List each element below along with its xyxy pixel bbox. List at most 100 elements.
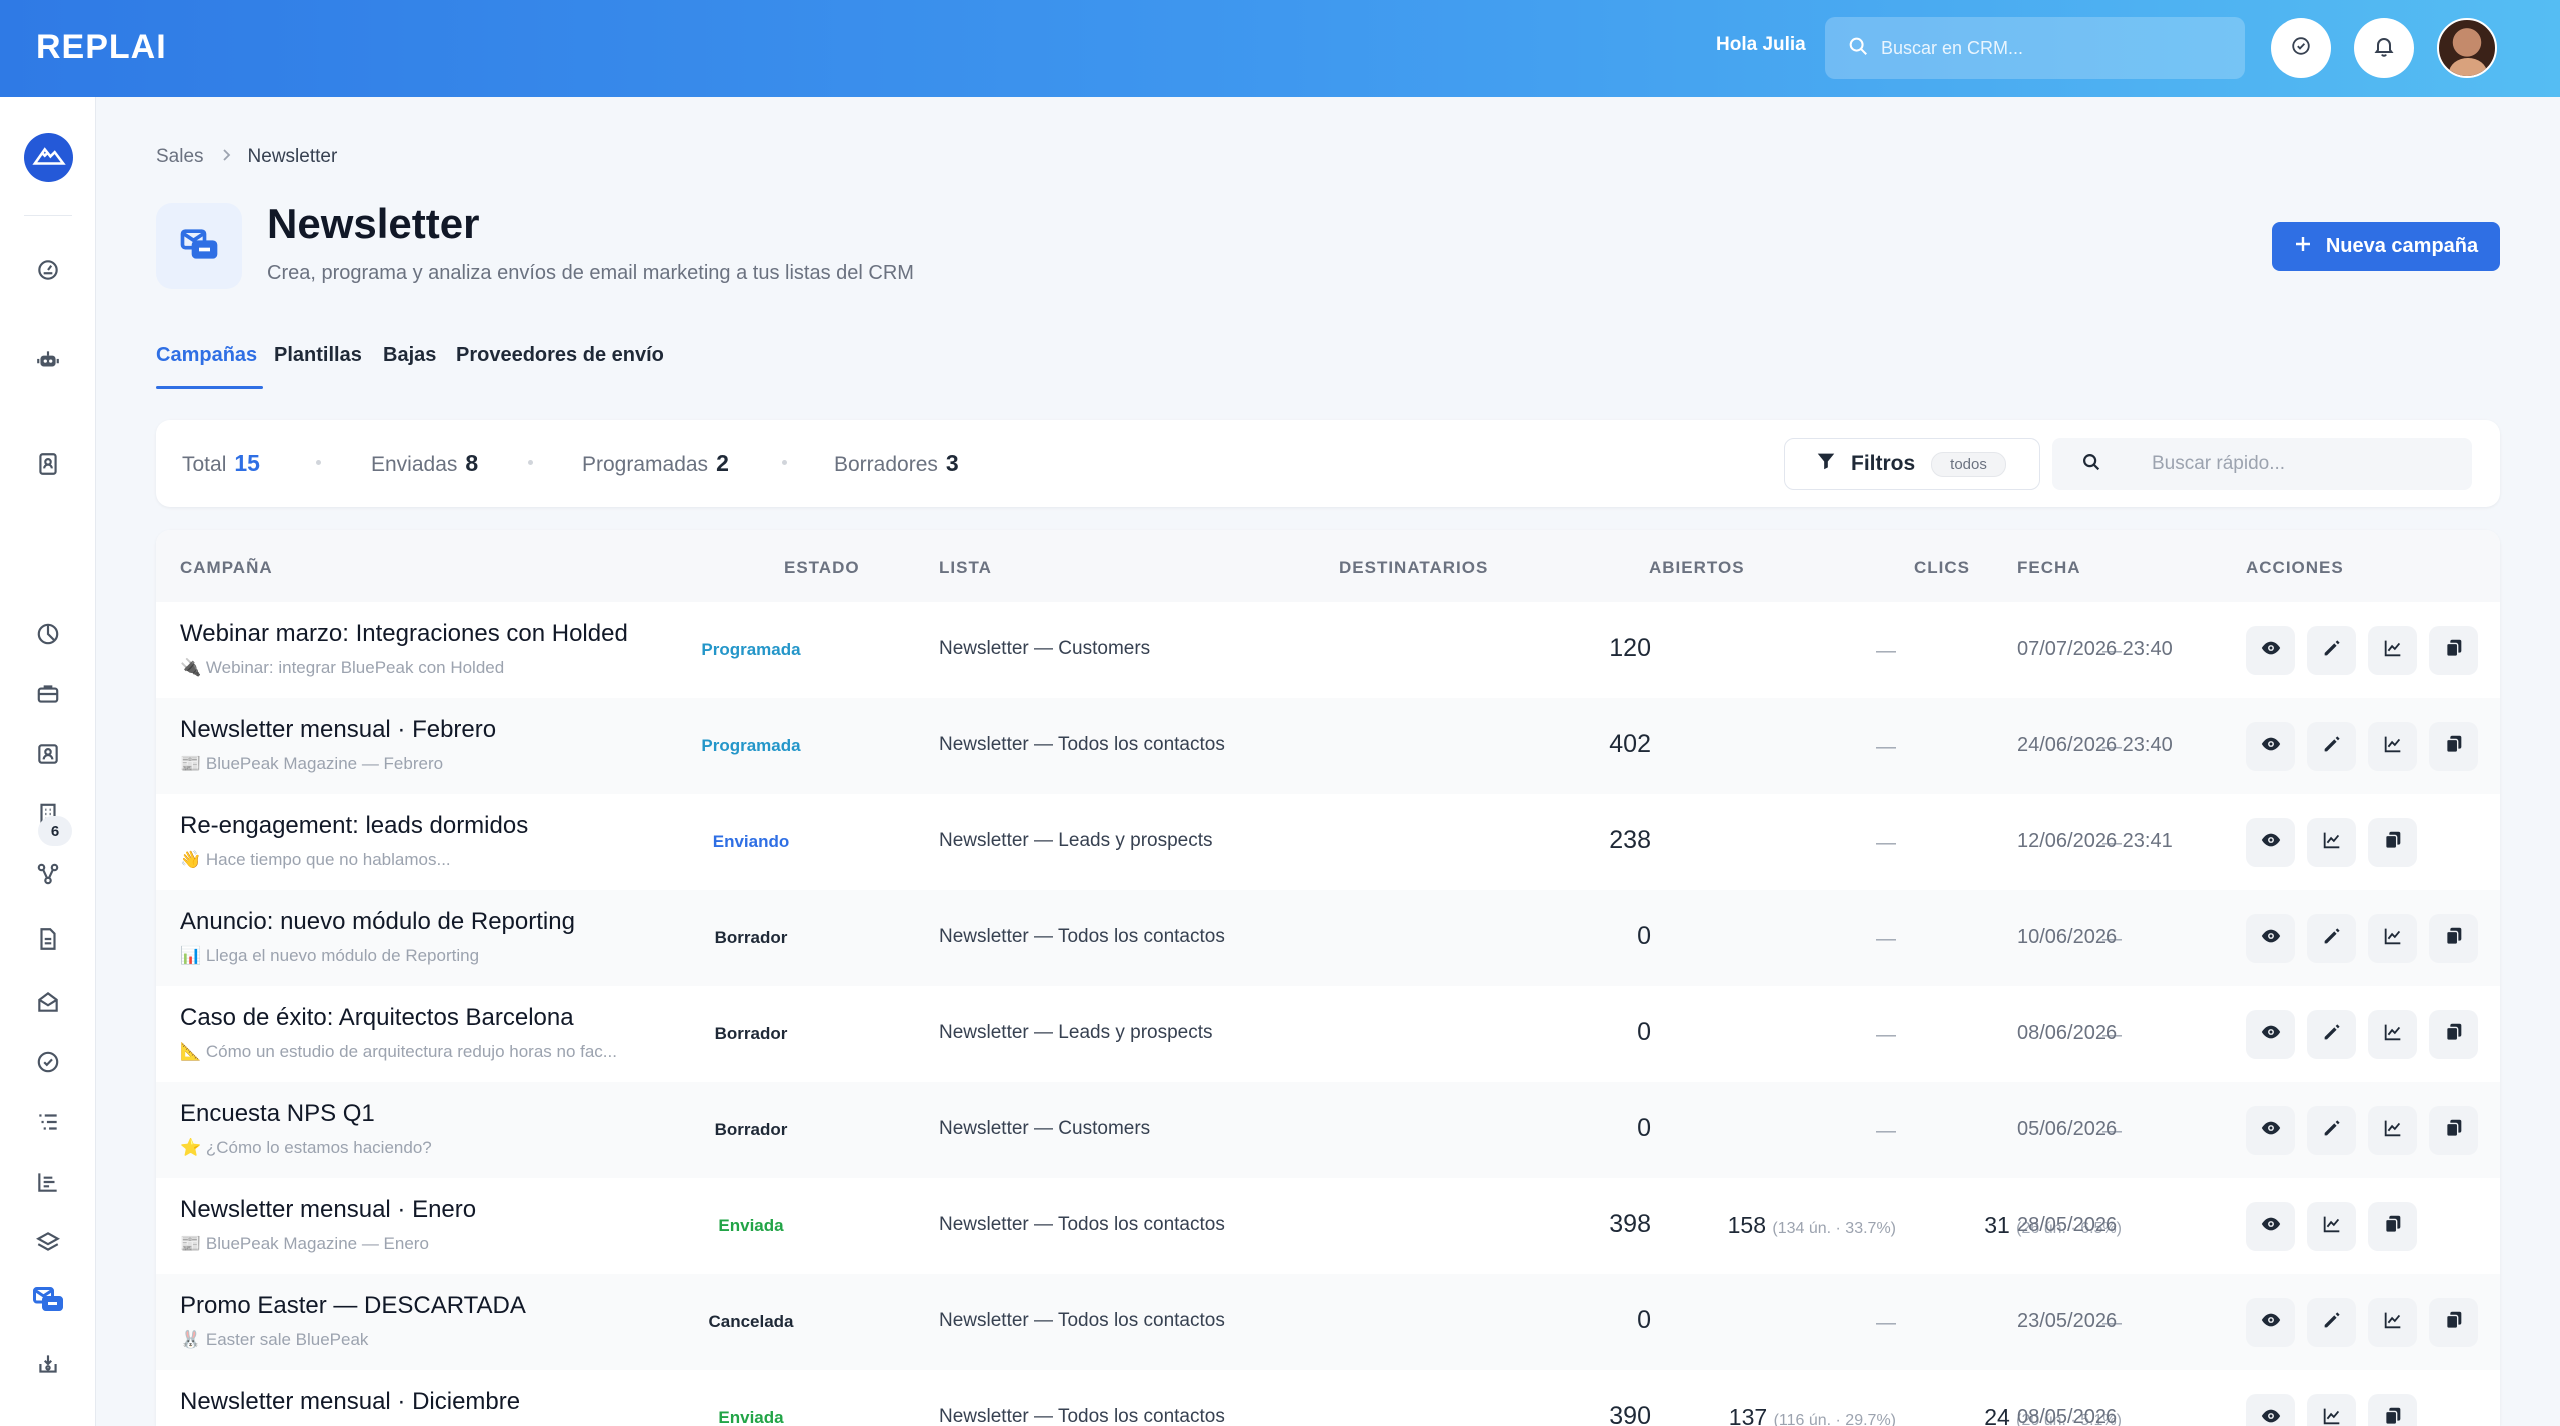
duplicate-button[interactable] xyxy=(2368,1202,2417,1251)
duplicate-button[interactable] xyxy=(2429,722,2478,771)
campaign-title[interactable]: Newsletter mensual · Febrero xyxy=(180,716,497,743)
tab-campaigns[interactable]: Campañas xyxy=(156,344,258,366)
new-campaign-button[interactable]: Nueva campaña xyxy=(2272,222,2500,271)
stats-button[interactable] xyxy=(2307,1202,2356,1251)
chevron-right-icon xyxy=(220,146,232,168)
view-button[interactable] xyxy=(2246,1394,2295,1426)
col-list[interactable]: LISTA xyxy=(939,558,992,577)
col-clicks[interactable]: CLICS xyxy=(1914,558,1970,577)
sidebar-item-tasks[interactable] xyxy=(30,1046,66,1082)
stats-button[interactable] xyxy=(2307,1394,2356,1426)
global-search-input[interactable] xyxy=(1881,37,2241,59)
campaign-title[interactable]: Newsletter mensual · Enero xyxy=(180,1196,477,1223)
duplicate-button[interactable] xyxy=(2429,914,2478,963)
opens-value: — xyxy=(1876,1312,1896,1334)
sidebar-item-workflows[interactable] xyxy=(30,858,66,894)
robot-icon xyxy=(35,347,61,378)
view-button[interactable] xyxy=(2246,818,2295,867)
table-row[interactable]: Promo Easter — DESCARTADA 🐰 Easter sale … xyxy=(156,1274,2500,1370)
sidebar-item-people[interactable] xyxy=(30,738,66,774)
filters-button[interactable]: Filtros todos xyxy=(1784,438,2040,490)
tab-unsubscribes[interactable]: Bajas xyxy=(383,344,437,366)
campaign-title[interactable]: Webinar marzo: Integraciones con Holded xyxy=(180,620,628,647)
global-search[interactable] xyxy=(1825,17,2245,79)
stats-button[interactable] xyxy=(2368,626,2417,675)
user-greeting: Hola Julia xyxy=(1716,34,1806,55)
stats-button[interactable] xyxy=(2368,914,2417,963)
sidebar-item-contacts-book[interactable] xyxy=(30,448,66,484)
edit-button[interactable] xyxy=(2307,722,2356,771)
quick-search[interactable] xyxy=(2052,438,2472,490)
col-campaign[interactable]: CAMPAÑA xyxy=(180,558,273,577)
table-row[interactable]: Anuncio: nuevo módulo de Reporting 📊 Lle… xyxy=(156,890,2500,986)
user-avatar[interactable] xyxy=(2437,18,2497,78)
status-button[interactable] xyxy=(2271,18,2331,78)
table-row[interactable]: Newsletter mensual · Enero 📰 BluePeak Ma… xyxy=(156,1178,2500,1274)
view-button[interactable] xyxy=(2246,1298,2295,1347)
duplicate-button[interactable] xyxy=(2368,818,2417,867)
copy-icon xyxy=(2443,1309,2465,1336)
sidebar-item-lists[interactable] xyxy=(30,1106,66,1142)
tab-providers[interactable]: Proveedores de envío xyxy=(456,344,664,366)
stats-button[interactable] xyxy=(2368,1010,2417,1059)
edit-button[interactable] xyxy=(2307,1010,2356,1059)
eye-icon xyxy=(2260,1309,2282,1336)
bell-icon xyxy=(2372,34,2396,63)
view-button[interactable] xyxy=(2246,914,2295,963)
col-date[interactable]: FECHA xyxy=(2017,558,2081,577)
campaign-date: 08/06/2026 xyxy=(2017,1022,2118,1044)
view-button[interactable] xyxy=(2246,1202,2295,1251)
campaign-title[interactable]: Encuesta NPS Q1 xyxy=(180,1100,375,1127)
app-logo[interactable]: REPLAI xyxy=(36,28,167,66)
edit-button[interactable] xyxy=(2307,1298,2356,1347)
campaign-title[interactable]: Re-engagement: leads dormidos xyxy=(180,812,529,839)
sidebar-item-inbox-download[interactable] xyxy=(30,1348,66,1384)
sidebar-item-newsletter[interactable] xyxy=(30,1283,66,1319)
stat-separator xyxy=(528,460,533,465)
stats-button[interactable] xyxy=(2368,722,2417,771)
edit-button[interactable] xyxy=(2307,914,2356,963)
sidebar-item-layers[interactable] xyxy=(30,1226,66,1262)
edit-button[interactable] xyxy=(2307,1106,2356,1155)
workspace-logo[interactable] xyxy=(24,133,73,182)
campaign-title[interactable]: Caso de éxito: Arquitectos Barcelona xyxy=(180,1004,574,1031)
table-row[interactable]: Newsletter mensual · Febrero 📰 BluePeak … xyxy=(156,698,2500,794)
duplicate-button[interactable] xyxy=(2368,1394,2417,1426)
duplicate-button[interactable] xyxy=(2429,626,2478,675)
sidebar-item-documents[interactable] xyxy=(30,923,66,959)
col-status[interactable]: ESTADO xyxy=(784,558,860,577)
quick-search-input[interactable] xyxy=(2152,453,2452,475)
table-row[interactable]: Encuesta NPS Q1 ⭐ ¿Cómo lo estamos hacie… xyxy=(156,1082,2500,1178)
col-opens[interactable]: ABIERTOS xyxy=(1649,558,1745,577)
sidebar-item-reports[interactable] xyxy=(30,618,66,654)
notifications-button[interactable] xyxy=(2354,18,2414,78)
edit-button[interactable] xyxy=(2307,626,2356,675)
breadcrumb-parent[interactable]: Sales xyxy=(156,146,204,167)
sidebar-item-analytics[interactable] xyxy=(30,1166,66,1202)
campaign-title[interactable]: Newsletter mensual · Diciembre xyxy=(180,1388,521,1415)
table-row[interactable]: Caso de éxito: Arquitectos Barcelona 📐 C… xyxy=(156,986,2500,1082)
view-button[interactable] xyxy=(2246,626,2295,675)
view-button[interactable] xyxy=(2246,722,2295,771)
mountain-icon xyxy=(31,138,66,177)
stats-button[interactable] xyxy=(2368,1298,2417,1347)
sidebar-item-deals[interactable] xyxy=(30,678,66,714)
sidebar-item-dashboard[interactable] xyxy=(30,254,66,290)
table-row[interactable]: Webinar marzo: Integraciones con Holded … xyxy=(156,602,2500,698)
sidebar-item-ai[interactable] xyxy=(30,344,66,380)
table-row[interactable]: Newsletter mensual · Diciembre Enviada N… xyxy=(156,1370,2500,1426)
eye-icon xyxy=(2260,1213,2282,1240)
col-recipients[interactable]: DESTINATARIOS xyxy=(1339,558,1489,577)
stats-button[interactable] xyxy=(2368,1106,2417,1155)
tab-templates[interactable]: Plantillas xyxy=(274,344,362,366)
sidebar-item-inbox[interactable] xyxy=(30,986,66,1022)
campaign-title[interactable]: Promo Easter — DESCARTADA xyxy=(180,1292,526,1319)
campaign-title[interactable]: Anuncio: nuevo módulo de Reporting xyxy=(180,908,575,935)
duplicate-button[interactable] xyxy=(2429,1010,2478,1059)
view-button[interactable] xyxy=(2246,1010,2295,1059)
duplicate-button[interactable] xyxy=(2429,1106,2478,1155)
duplicate-button[interactable] xyxy=(2429,1298,2478,1347)
table-row[interactable]: Re-engagement: leads dormidos 👋 Hace tie… xyxy=(156,794,2500,890)
stats-button[interactable] xyxy=(2307,818,2356,867)
view-button[interactable] xyxy=(2246,1106,2295,1155)
